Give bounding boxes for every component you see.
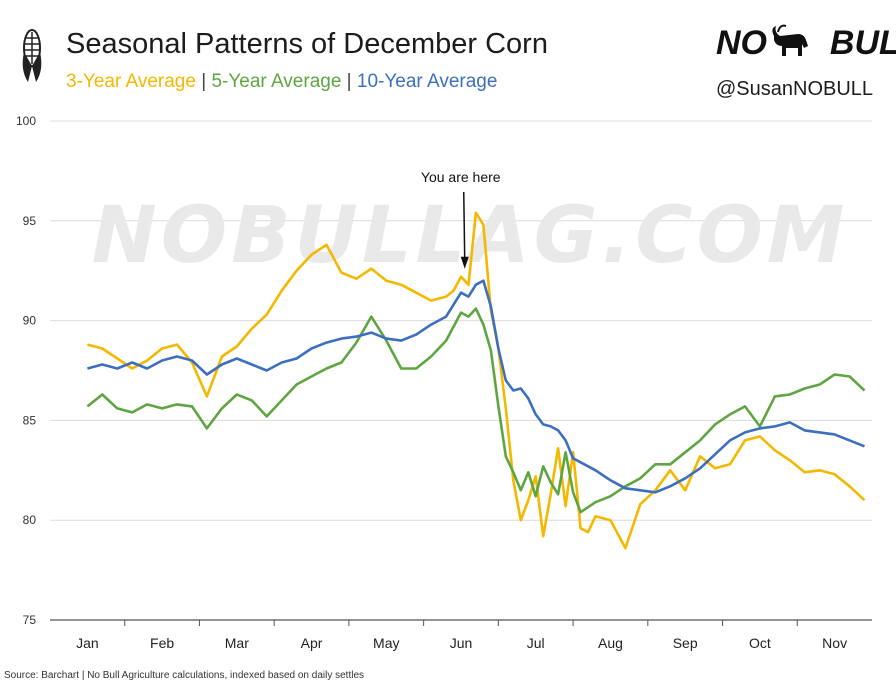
y-tick-label: 90 [23,314,37,328]
annotation-label: You are here [421,169,501,185]
subtitle-segment: 3-Year Average [66,71,196,92]
x-tick-label: Nov [822,635,847,651]
series-line-3 [87,279,865,494]
y-tick-label: 80 [23,513,37,527]
x-tick-label: Jul [527,635,545,651]
x-tick-label: Jan [76,635,99,651]
brand-logo: NO BULL [716,24,896,63]
annotation: You are here [421,169,501,269]
x-tick-label: Apr [301,635,323,651]
y-tick-label: 75 [23,613,37,627]
source-note: Source: Barchart | No Bull Agriculture c… [4,670,365,681]
watermark: NOBULLAG.COM [92,191,849,281]
grid-lines [50,120,872,621]
y-tick-label: 100 [16,114,36,128]
x-tick-label: Feb [150,635,174,651]
series-line-2 [86,307,866,514]
y-tick-label: 95 [23,214,37,228]
y-tick-labels: 75 80 85 90 95 100 [16,114,36,627]
bull-icon [772,24,808,56]
subtitle-segment: 10-Year Average [356,71,498,92]
subtitle-segment: 5-Year Average [211,71,342,92]
corn-icon [22,29,42,82]
social-handle: @SusanNOBULL [716,78,874,100]
x-tick-label: Oct [749,635,771,651]
x-tick-label: Sep [673,635,698,651]
logo-text-left: NO [716,24,767,62]
x-tick-labels: Jan Feb Mar Apr May Jun Jul Aug Sep Oct Nov [76,620,847,651]
y-tick-label: 85 [23,413,37,427]
x-tick-label: Mar [225,635,249,651]
chart-title: Seasonal Patterns of December Corn [66,28,548,60]
x-tick-label: Jun [450,635,473,651]
x-tick-label: May [373,635,399,651]
subtitle-segment: | [195,71,212,92]
x-tick-label: Aug [598,635,623,651]
annotation-arrowhead [460,256,469,269]
logo-text-right: BULL [829,24,896,62]
subtitle-segment: | [341,71,357,92]
series-lines [86,211,866,550]
chart-subtitle: 3-Year Average | 5-Year Average | 10-Yea… [66,71,497,93]
annotation-arrow [462,191,466,261]
